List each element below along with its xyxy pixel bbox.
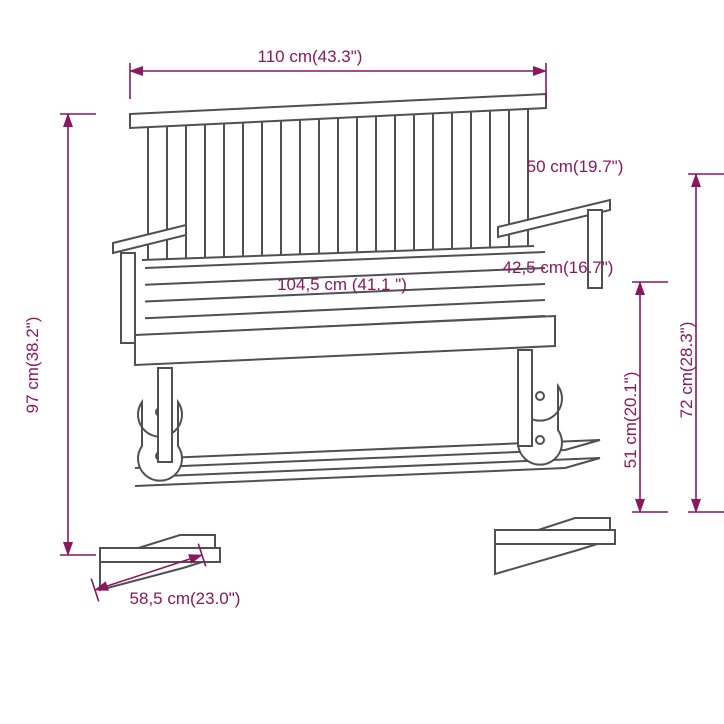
dim-label-height_left: 97 cm(38.2") <box>23 317 42 414</box>
dim-seat_height: 51 cm(20.1") <box>621 282 640 512</box>
dim-label-seat_depth: 42,5 cm(16.7") <box>503 258 614 277</box>
dim-label-width_top: 110 cm(43.3") <box>258 47 363 66</box>
dim-label-height_right: 72 cm(28.3") <box>677 322 696 419</box>
dim-label-seat_width: 104,5 cm (41.1 ") <box>277 275 407 294</box>
dim-armrest_depth: 50 cm(19.7") <box>527 157 624 176</box>
dim-height_left: 97 cm(38.2") <box>23 114 68 555</box>
dim-width_top: 110 cm(43.3") <box>130 47 546 71</box>
dim-label-depth_bottom: 58,5 cm(23.0") <box>130 589 241 608</box>
dim-label-armrest_depth: 50 cm(19.7") <box>527 157 624 176</box>
dim-height_right: 72 cm(28.3") <box>677 174 696 512</box>
dim-seat_depth: 42,5 cm(16.7") <box>503 258 614 277</box>
dim-label-seat_height: 51 cm(20.1") <box>621 372 640 469</box>
dim-seat_width: 104,5 cm (41.1 ") <box>277 275 407 294</box>
